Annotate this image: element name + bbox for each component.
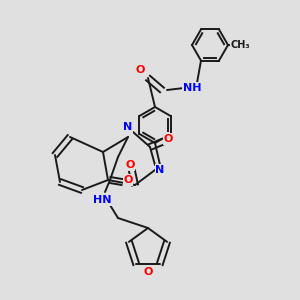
Text: NH: NH	[183, 83, 201, 93]
Text: HN: HN	[93, 195, 111, 205]
Text: N: N	[123, 122, 133, 132]
Text: O: O	[123, 175, 133, 185]
Text: O: O	[125, 160, 135, 170]
Text: O: O	[163, 134, 173, 144]
Text: N: N	[155, 165, 165, 175]
Text: CH₃: CH₃	[230, 40, 250, 50]
Text: O: O	[135, 65, 145, 75]
Text: O: O	[143, 267, 153, 277]
